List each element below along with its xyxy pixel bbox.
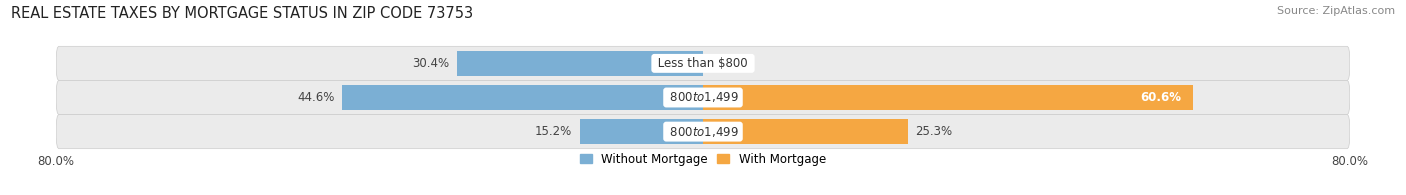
Text: $800 to $1,499: $800 to $1,499: [666, 90, 740, 105]
Text: 15.2%: 15.2%: [534, 125, 572, 138]
Text: 30.4%: 30.4%: [412, 57, 449, 70]
Text: 44.6%: 44.6%: [297, 91, 335, 104]
Bar: [581, 119, 703, 144]
Text: Less than $800: Less than $800: [654, 57, 752, 70]
FancyBboxPatch shape: [56, 80, 1350, 115]
Text: Source: ZipAtlas.com: Source: ZipAtlas.com: [1277, 6, 1395, 16]
Bar: [343, 85, 703, 110]
Text: 0.0%: 0.0%: [711, 57, 741, 70]
Text: 60.6%: 60.6%: [1140, 91, 1181, 104]
FancyBboxPatch shape: [56, 115, 1350, 149]
Text: REAL ESTATE TAXES BY MORTGAGE STATUS IN ZIP CODE 73753: REAL ESTATE TAXES BY MORTGAGE STATUS IN …: [11, 6, 474, 21]
Bar: [703, 119, 907, 144]
Bar: [703, 85, 1192, 110]
Text: $800 to $1,499: $800 to $1,499: [666, 125, 740, 139]
Legend: Without Mortgage, With Mortgage: Without Mortgage, With Mortgage: [581, 153, 825, 166]
FancyBboxPatch shape: [56, 46, 1350, 80]
Text: 25.3%: 25.3%: [915, 125, 953, 138]
Bar: [457, 51, 703, 76]
